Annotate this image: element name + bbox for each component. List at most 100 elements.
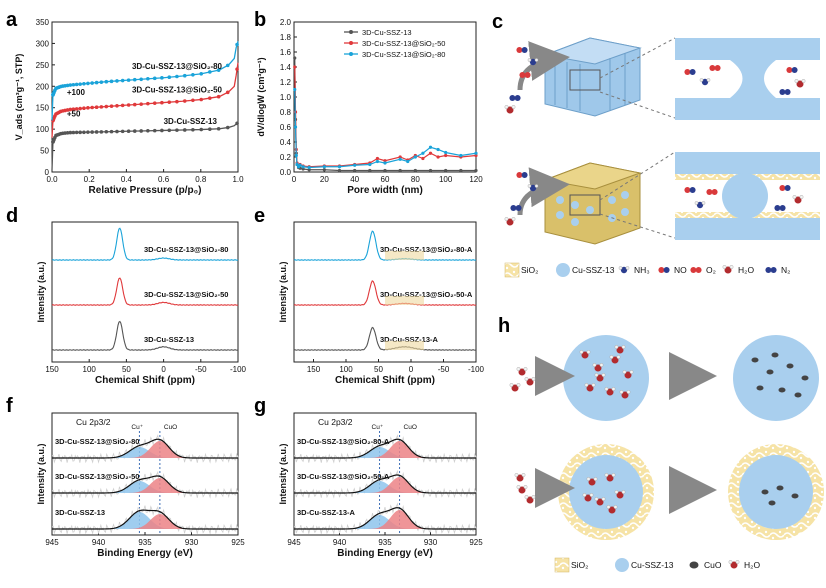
data-point: [191, 98, 195, 103]
h2o-molecule: [518, 486, 526, 494]
data-point: [398, 157, 402, 161]
h2o-hydrogen: [531, 495, 536, 499]
ssz13-particle: [733, 335, 819, 421]
no-molecule: [516, 172, 523, 178]
y-tick-label: 0: [45, 168, 50, 177]
h2o-hydrogen: [799, 195, 804, 199]
x-tick-label: -50: [438, 365, 450, 374]
h2o-hydrogen: [521, 473, 526, 477]
cuo-particle: [761, 489, 769, 495]
data-point: [104, 79, 109, 84]
data-point: [104, 129, 109, 134]
x-tick-label: 50: [122, 365, 131, 374]
h2o-molecule: [608, 506, 616, 514]
highlight-band: [385, 251, 424, 260]
data-point: [322, 165, 326, 169]
data-point: [225, 125, 230, 130]
no-molecule: [786, 67, 793, 73]
h2o-molecule: [594, 364, 602, 372]
n2-molecule: [509, 95, 516, 101]
x-axis-label: Relative Pressure (p/p₀): [89, 185, 202, 196]
zeolite-cube-coated: [543, 162, 642, 245]
data-point: [293, 56, 297, 60]
chart-xps-fresh: 945 940 935 930 925 Binding Energy (eV) Intens…: [36, 412, 245, 559]
h2o-molecule: [730, 561, 738, 569]
y-tick-label: 250: [36, 61, 50, 70]
data-point: [295, 162, 299, 167]
h2o-hydrogen: [582, 493, 587, 497]
n2-molecule: [774, 205, 781, 211]
legend-label: SiO₂: [571, 560, 588, 570]
data-point: [421, 151, 425, 155]
panel-letter-h: h: [498, 315, 510, 337]
cuo-particle: [778, 387, 786, 393]
data-point: [182, 73, 187, 78]
x-axis-label: Binding Energy (eV): [337, 548, 433, 559]
n2-atom: [779, 205, 786, 211]
nh3-hydrogen: [625, 266, 630, 270]
series-line: [51, 320, 239, 351]
h2o-hydrogen: [616, 355, 621, 359]
data-point: [68, 130, 73, 135]
peak-marker-label: Cu⁺: [131, 424, 143, 431]
o2-molecule: [690, 267, 697, 273]
data-point: [337, 168, 342, 173]
data-point: [368, 168, 372, 173]
highlight-band: [385, 296, 424, 305]
data-point: [444, 153, 448, 158]
h2o-molecule: [796, 80, 804, 88]
data-point: [225, 90, 230, 95]
no-atom: [791, 67, 798, 73]
h2o-hydrogen: [524, 377, 529, 381]
x-axis-label: Chemical Shift (ppm): [335, 375, 435, 386]
h2o-hydrogen: [614, 490, 619, 494]
x-tick-label: 50: [374, 365, 383, 374]
h2o-molecule: [584, 494, 592, 502]
x-tick-label: 925: [231, 538, 245, 547]
x-tick-label: 925: [469, 538, 483, 547]
gas-inflow-arrow-bottom: [517, 167, 570, 216]
data-point: [99, 130, 104, 134]
cuo-particle: [689, 561, 699, 569]
data-point: [78, 130, 82, 135]
h2o-molecule: [581, 351, 589, 359]
highlight-band: [385, 341, 424, 350]
data-point: [99, 105, 104, 109]
x-tick-label: 0.2: [84, 175, 96, 184]
h2o-molecule: [724, 266, 732, 274]
envelope-fit: [294, 474, 476, 494]
nh3-hydrogen: [699, 78, 704, 82]
nh3-molecule: [620, 266, 628, 274]
series-line: [51, 227, 239, 261]
h2o-hydrogen: [609, 355, 614, 359]
nh3-molecule: [529, 184, 537, 192]
y-tick-label: 1.4: [280, 63, 292, 72]
data-point: [109, 104, 114, 108]
h2o-hydrogen: [511, 105, 516, 109]
legend-marker: [349, 52, 353, 56]
h2o-hydrogen: [523, 485, 528, 489]
x-tick-label: 945: [287, 538, 301, 547]
nh3-hydrogen: [527, 184, 532, 188]
cuo-particle: [768, 500, 776, 506]
ssz13-swatch: [615, 558, 629, 572]
o2-molecule: [709, 65, 716, 71]
h2o-hydrogen: [622, 370, 627, 374]
panel-c-schematic: SiO₂ Cu-SSZ-13 NH₃ NO O₂ H₂O N₂: [504, 37, 820, 278]
cuo-fit: [294, 441, 476, 458]
n2-molecule: [765, 267, 772, 273]
y-axis-label: Intensity (a.u.): [36, 261, 46, 322]
n2-atom: [784, 89, 791, 95]
x-tick-label: 0: [409, 365, 414, 374]
h2o-hydrogen: [604, 387, 609, 391]
data-point: [94, 105, 99, 110]
nh3-hydrogen: [701, 201, 706, 205]
h2o-molecule: [506, 106, 514, 114]
h2o-hydrogen: [531, 377, 536, 381]
data-point: [126, 129, 131, 134]
data-point: [474, 168, 478, 173]
series-label: 3D-Cu-SSZ-13: [55, 508, 105, 517]
o2-atom: [524, 72, 531, 78]
sio2-swatch: [554, 557, 570, 573]
nh3-molecule: [696, 201, 704, 209]
